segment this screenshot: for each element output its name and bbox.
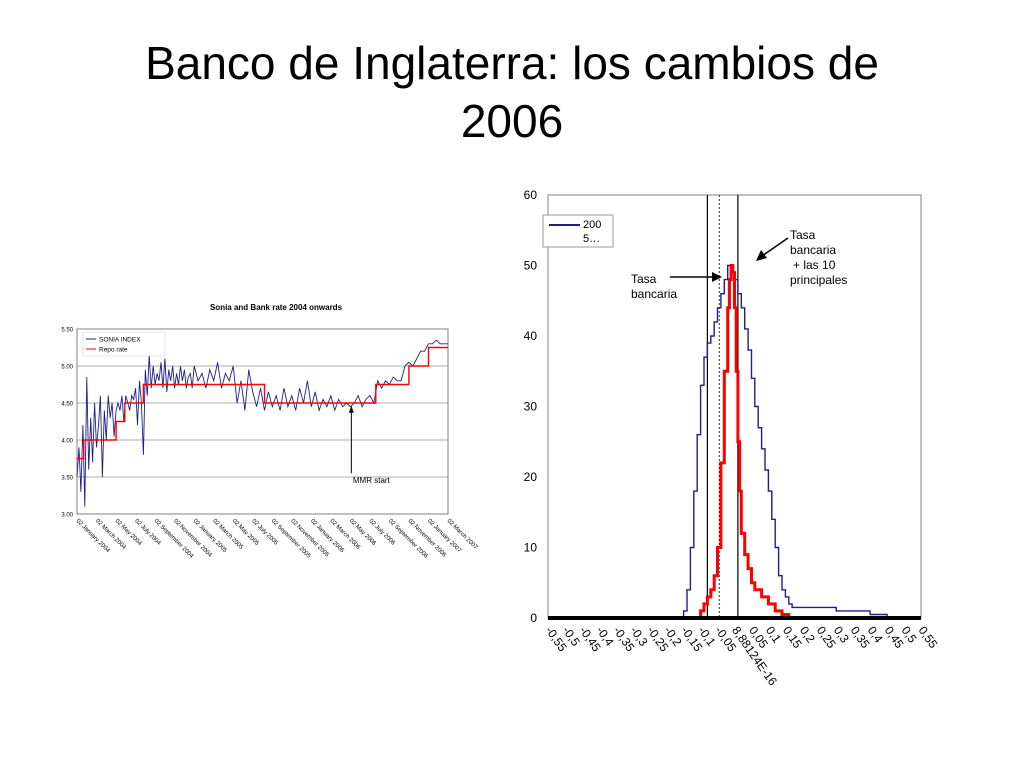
mmr-start-label: MMR start xyxy=(353,476,391,485)
top10-arrowhead xyxy=(756,250,767,261)
sonia-index-line xyxy=(76,339,448,507)
right-legend: 200 5… xyxy=(542,214,614,248)
right-legend-label-line-1: 200 xyxy=(583,219,601,231)
tasa-bancaria-annotation: Tasa bancaria xyxy=(631,272,722,301)
left-legend-box xyxy=(82,331,166,357)
left-y-tick-label: 4.00 xyxy=(61,439,73,445)
right-plot-frame xyxy=(547,194,922,619)
top10-label-line-4: principales xyxy=(790,273,847,287)
mmr-start-arrowhead xyxy=(348,405,354,413)
left-x-tick-label: 02 January 2006 xyxy=(309,518,345,554)
slide-title-line-2: 2006 xyxy=(460,95,564,147)
right-y-tick-label: 20 xyxy=(524,470,538,484)
repo-rate-line xyxy=(77,346,448,460)
left-y-tick-label: 4.50 xyxy=(61,402,73,408)
right-y-tick-label: 50 xyxy=(524,259,538,273)
top10-label-line-2: bancaria xyxy=(790,243,836,257)
tasa-bancaria-top10-annotation: Tasa bancaria + las 10 principales xyxy=(756,228,847,287)
top10-label-line-3: + las 10 xyxy=(793,258,836,272)
left-legend: SONIA INDEX Repo rate xyxy=(82,331,166,357)
left-plot-frame xyxy=(76,328,449,515)
left-y-tick-label: 5.50 xyxy=(61,328,73,334)
left-x-tick-label: 02 January 2004 xyxy=(75,518,111,554)
left-legend-repo-label: Repo rate xyxy=(99,347,128,354)
left-annotation: MMR start xyxy=(348,405,391,485)
left-x-tick-label: 02 January 2007 xyxy=(426,518,462,554)
right-y-tick-labels: 0 10 20 30 40 50 60 xyxy=(524,188,538,625)
right-x-tick-labels: -0,55-0,5-0,45-0,4-0,35-0,3-0,25-0,2-0,1… xyxy=(543,624,941,689)
right-y-tick-label: 40 xyxy=(524,329,538,343)
tasa-bancaria-label-line-2: bancaria xyxy=(631,287,677,301)
left-chart-title: Sonia and Bank rate 2004 onwards xyxy=(210,303,343,312)
top10-arrow xyxy=(761,237,789,257)
left-series-lines xyxy=(76,339,448,507)
sonia-bank-rate-chart: Sonia and Bank rate 2004 onwards 3.00 3.5… xyxy=(61,303,479,560)
left-y-tick-labels: 3.00 3.50 4.00 4.50 5.00 5.50 xyxy=(61,328,73,519)
right-y-tick-label: 0 xyxy=(530,611,537,625)
series-2005-line xyxy=(548,264,921,619)
left-y-tick-label: 3.00 xyxy=(61,513,73,519)
slide-title-line-1: Banco de Inglaterra: los cambios de xyxy=(145,37,879,89)
right-y-tick-label: 60 xyxy=(524,188,538,202)
bank-rate-top10-line xyxy=(548,264,921,620)
left-legend-sonia-label: SONIA INDEX xyxy=(99,337,141,344)
left-y-tick-label: 5.00 xyxy=(61,365,73,371)
right-legend-box xyxy=(542,214,614,248)
left-x-tick-label: 02 January 2005 xyxy=(192,518,228,554)
distribution-chart: 0 10 20 30 40 50 60 -0,55-0,5-0,45-0,4-0,35-0,… xyxy=(524,188,941,689)
right-series-lines xyxy=(548,264,921,620)
tasa-bancaria-arrowhead xyxy=(712,272,722,282)
tasa-bancaria-label-line-1: Tasa xyxy=(631,272,657,286)
slide-title: Banco de Inglaterra: los cambios de 2006 xyxy=(60,34,964,150)
top10-label-line-1: Tasa xyxy=(790,228,816,242)
right-y-tick-label: 10 xyxy=(524,541,538,555)
right-y-tick-label: 30 xyxy=(524,400,538,414)
right-legend-label-line-2: 5… xyxy=(583,233,600,245)
left-y-tick-label: 3.50 xyxy=(61,476,73,482)
